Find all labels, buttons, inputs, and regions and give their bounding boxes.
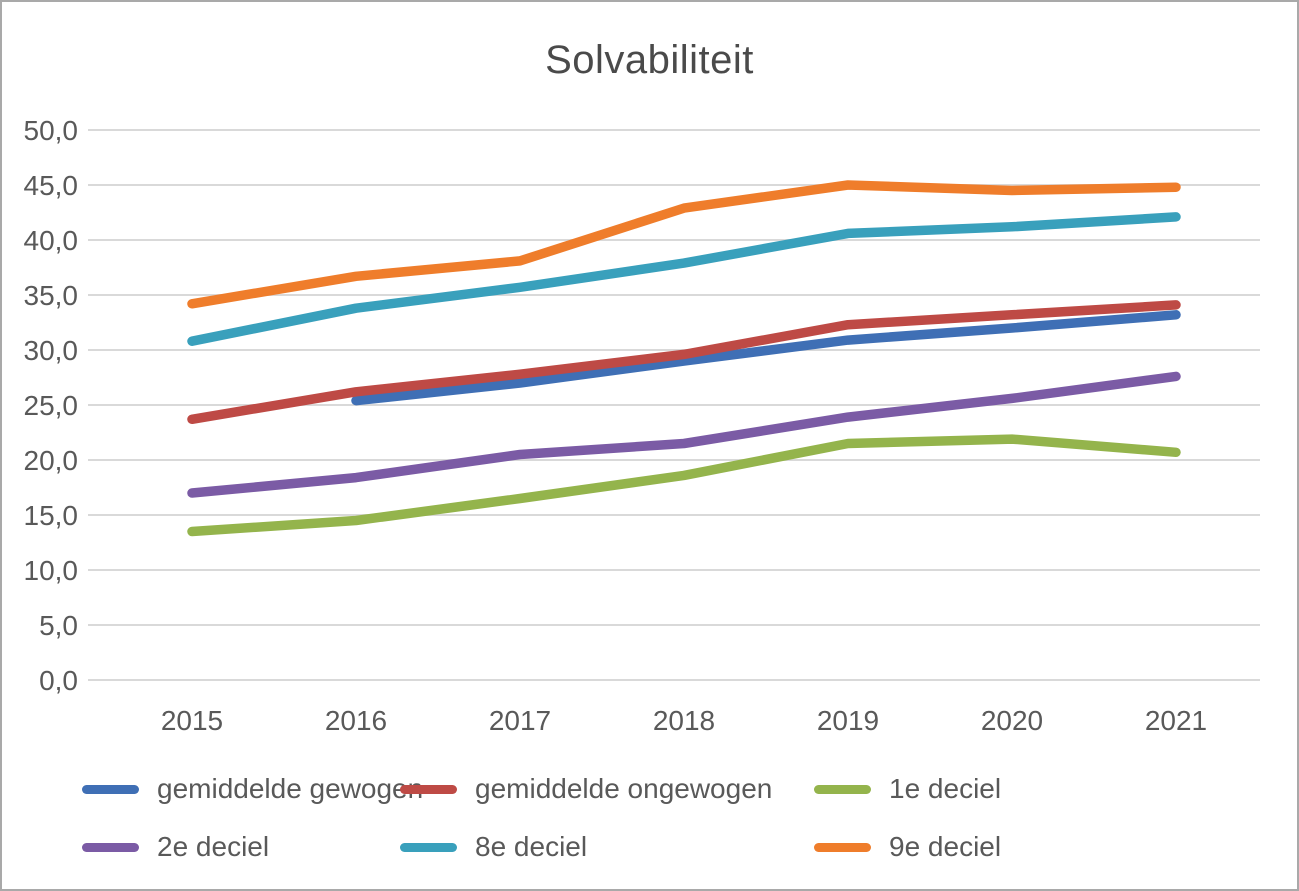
legend-label: 1e deciel — [889, 773, 1002, 804]
legend-swatch — [400, 784, 457, 794]
legend-swatch — [814, 842, 871, 852]
y-axis-tick-label: 10,0 — [24, 555, 79, 586]
legend-swatch — [82, 842, 139, 852]
y-axis-tick-label: 0,0 — [39, 665, 78, 696]
y-axis-tick-label: 35,0 — [24, 280, 79, 311]
y-axis-tick-label: 45,0 — [24, 170, 79, 201]
x-axis-tick-label: 2017 — [489, 705, 551, 736]
legend-swatch — [400, 842, 457, 852]
legend-item-1e-deciel: 1e deciel — [814, 772, 1001, 806]
series-line-gemiddelde-ongewogen — [187, 300, 1181, 425]
legend-item-9e-deciel: 9e deciel — [814, 830, 1001, 864]
x-axis-tick-label: 2021 — [1145, 705, 1207, 736]
x-axis-tick-label: 2018 — [653, 705, 715, 736]
x-axis-tick-label: 2019 — [817, 705, 879, 736]
series-line-gemiddelde-gewogen — [351, 310, 1181, 406]
y-axis-tick-label: 30,0 — [24, 335, 79, 366]
legend-item-gemiddelde-gewogen: gemiddelde gewogen — [82, 772, 423, 806]
x-axis-tick-label: 2016 — [325, 705, 387, 736]
legend-label: gemiddelde gewogen — [157, 773, 424, 804]
legend-item-2e-deciel: 2e deciel — [82, 830, 269, 864]
y-axis-tick-label: 25,0 — [24, 390, 79, 421]
legend-label: gemiddelde ongewogen — [475, 773, 773, 804]
y-axis-tick-label: 20,0 — [24, 445, 79, 476]
plot-area: 0,0 5,0 10,0 15,0 20,0 25,0 30,0 35,0 40,0 45,0 50… — [24, 115, 1260, 736]
y-axis-tick-label: 40,0 — [24, 225, 79, 256]
y-axis-tick-label: 50,0 — [24, 115, 79, 146]
x-axis-tick-label: 2020 — [981, 705, 1043, 736]
y-axis-tick-label: 5,0 — [39, 610, 78, 641]
series-line-2e-deciel — [187, 371, 1181, 498]
legend-item-gemiddelde-ongewogen: gemiddelde ongewogen — [400, 772, 772, 806]
legend-label: 8e deciel — [475, 831, 588, 862]
x-axis-tick-label: 2015 — [161, 705, 223, 736]
series-line-9e-deciel — [187, 180, 1181, 309]
legend-label: 9e deciel — [889, 831, 1002, 862]
y-axis-tick-label: 15,0 — [24, 500, 79, 531]
chart-title: Solvabiliteit — [545, 38, 754, 82]
series-line-8e-deciel — [187, 212, 1181, 346]
legend-label: 2e deciel — [157, 831, 270, 862]
legend-swatch — [814, 784, 871, 794]
legend-item-8e-deciel: 8e deciel — [400, 830, 587, 864]
legend-swatch — [82, 784, 139, 794]
series-line-1e-deciel — [187, 434, 1181, 537]
